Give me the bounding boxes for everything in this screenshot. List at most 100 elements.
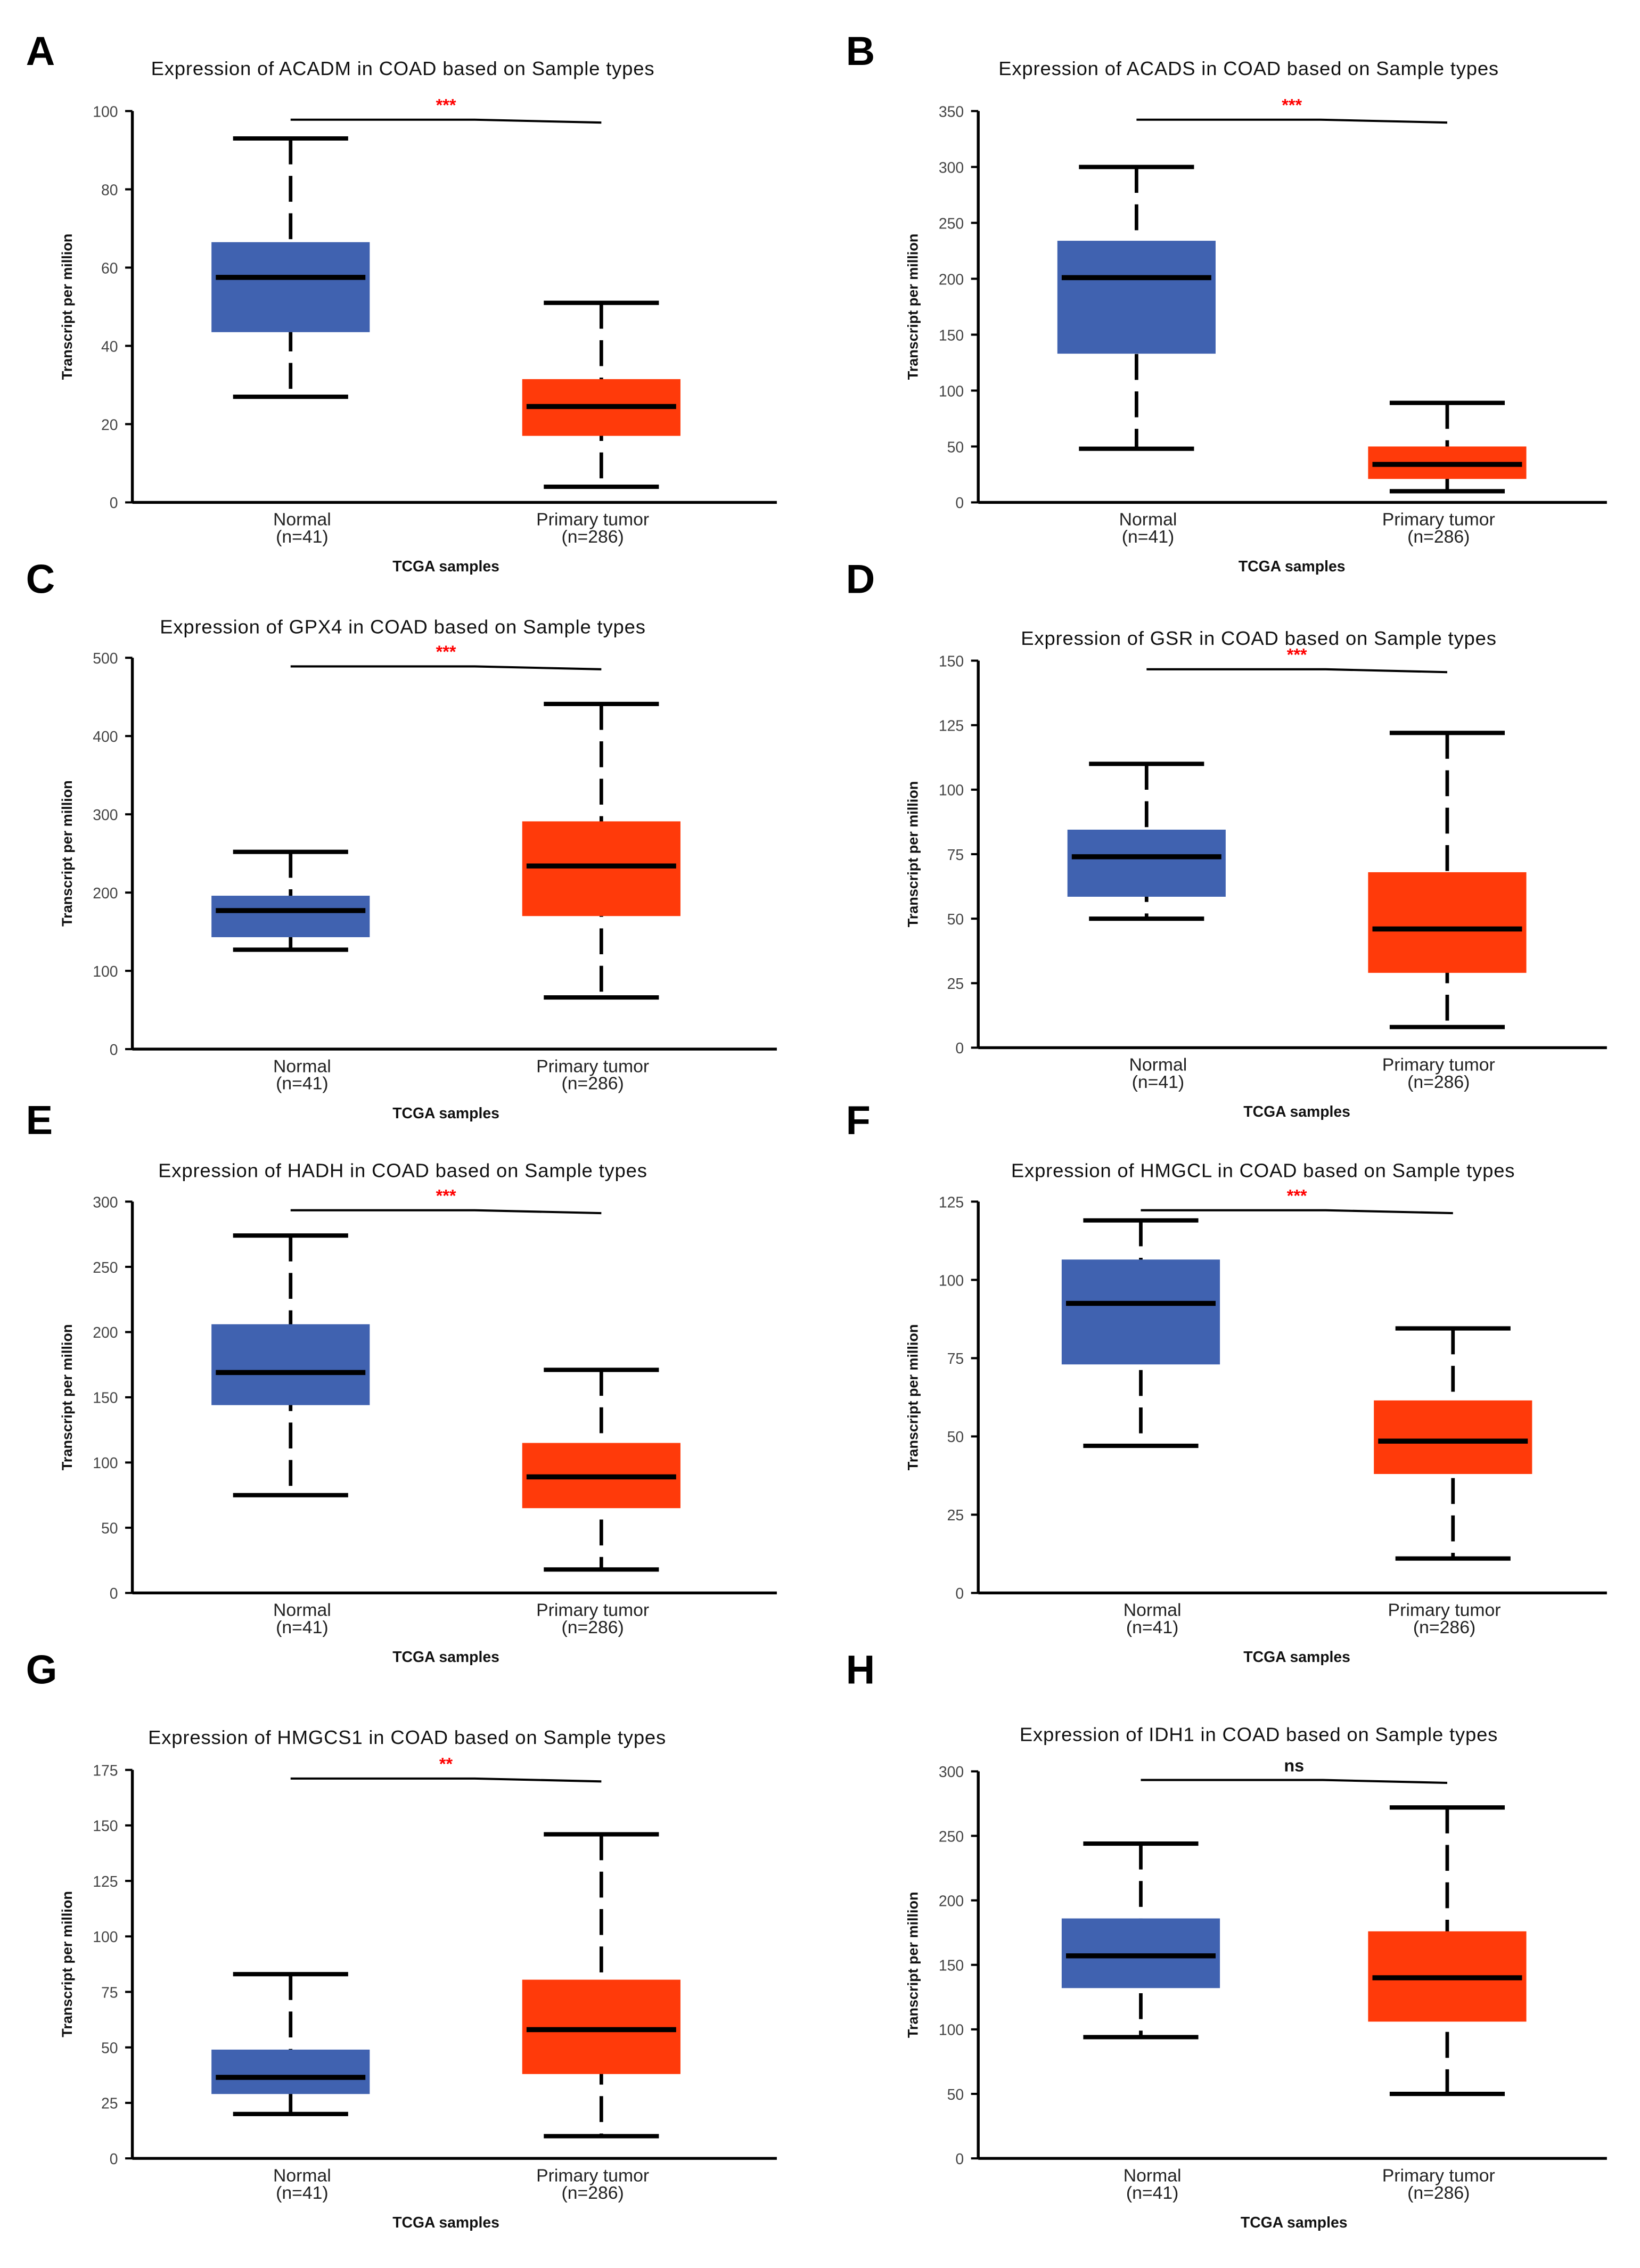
category-label: Primary tumor: [536, 1600, 649, 1620]
significance-label: ***: [1287, 645, 1307, 665]
y-axis-label: Transcript per million: [59, 1324, 75, 1471]
category-label: Primary tumor: [1382, 510, 1495, 530]
x-axis-label: TCGA samples: [392, 558, 499, 575]
category-label: Primary tumor: [536, 1056, 649, 1076]
category-n: (n=286): [561, 1074, 624, 1094]
significance-label: ***: [436, 1186, 456, 1205]
category-n: (n=41): [1132, 1072, 1185, 1092]
y-tick-label: 100: [93, 103, 118, 120]
y-tick-label: 25: [101, 2095, 118, 2113]
y-tick-label: 200: [93, 885, 118, 902]
y-tick-label: 100: [93, 1455, 118, 1472]
box-normal: [1067, 829, 1226, 897]
y-tick-label: 250: [939, 1828, 964, 1845]
category-n: (n=286): [561, 2183, 624, 2203]
y-tick-label: 300: [93, 1194, 118, 1211]
category-n: (n=41): [1126, 1617, 1179, 1637]
significance-bar: [1141, 1209, 1453, 1215]
y-tick-label: 50: [947, 1429, 964, 1446]
y-tick-label: 500: [93, 650, 118, 667]
y-tick-label: 20: [101, 416, 118, 433]
y-tick-label: 350: [939, 103, 964, 120]
y-axis-label: Transcript per million: [59, 234, 75, 380]
panel-letter: G: [26, 1648, 58, 1693]
category-n: (n=286): [1407, 1072, 1470, 1092]
category-n: (n=41): [276, 2183, 329, 2203]
y-tick-label: 150: [939, 653, 964, 670]
panel-letter: F: [846, 1099, 871, 1143]
y-tick-label: 50: [101, 1520, 118, 1537]
y-tick-label: 0: [110, 2151, 118, 2168]
y-tick-label: 0: [110, 495, 118, 512]
panel-c: C Expression of GPX4 in COAD based on Sam…: [26, 558, 777, 1122]
y-tick-label: 150: [939, 1958, 964, 1975]
y-tick-label: 125: [939, 1194, 964, 1211]
box-normal: [211, 896, 370, 937]
category-n: (n=41): [1126, 2183, 1179, 2203]
y-tick-label: 0: [955, 1040, 964, 1057]
y-tick-label: 150: [93, 1818, 118, 1835]
panel-letter: D: [846, 558, 875, 602]
y-tick-label: 200: [93, 1324, 118, 1341]
y-tick-label: 25: [947, 1507, 964, 1524]
y-axis-label: Transcript per million: [905, 1892, 921, 2038]
y-tick-label: 0: [955, 2151, 964, 2168]
box-normal: [211, 2049, 370, 2094]
y-tick-label: 125: [93, 1873, 118, 1890]
category-label: Normal: [1124, 1600, 1182, 1620]
y-axis-label: Transcript per million: [905, 234, 921, 380]
y-tick-label: 250: [93, 1259, 118, 1276]
panel-letter: A: [26, 29, 55, 74]
y-axis-label: Transcript per million: [59, 1891, 75, 2037]
significance-bar: [1146, 668, 1448, 674]
x-axis-label: TCGA samples: [1243, 1103, 1350, 1120]
category-n: (n=286): [1407, 2183, 1470, 2203]
y-tick-label: 200: [939, 1893, 964, 1910]
y-tick-label: 300: [93, 807, 118, 824]
box-normal: [1057, 241, 1216, 354]
panel-letter: H: [846, 1648, 875, 1693]
y-tick-label: 100: [939, 2022, 964, 2039]
y-tick-label: 0: [110, 1042, 118, 1059]
y-axis-label: Transcript per million: [905, 1324, 921, 1471]
y-tick-label: 100: [939, 383, 964, 400]
y-tick-label: 100: [939, 782, 964, 799]
chart-title: Expression of GPX4 in COAD based on Samp…: [160, 616, 646, 637]
y-tick-label: 50: [101, 2040, 118, 2057]
category-n: (n=286): [1407, 527, 1470, 547]
category-label: Primary tumor: [1382, 2165, 1495, 2185]
category-n: (n=286): [561, 527, 624, 547]
significance-bar: [290, 1209, 602, 1215]
y-tick-label: 250: [939, 215, 964, 232]
category-label: Normal: [273, 2165, 331, 2185]
y-tick-label: 200: [939, 271, 964, 288]
significance-bar: [1136, 118, 1448, 124]
y-tick-label: 75: [947, 1350, 964, 1368]
significance-bar: [290, 118, 602, 124]
y-tick-label: 75: [101, 1984, 118, 2001]
category-n: (n=41): [276, 1617, 329, 1637]
category-n: (n=286): [561, 1617, 624, 1637]
category-label: Primary tumor: [536, 510, 649, 530]
box-tumor: [1368, 872, 1527, 973]
category-label: Normal: [1119, 510, 1177, 530]
y-tick-label: 300: [939, 1764, 964, 1781]
category-n: (n=41): [1122, 527, 1175, 547]
chart-title: Expression of ACADM in COAD based on Sam…: [151, 58, 655, 79]
significance-label: ***: [436, 96, 456, 115]
panel-a: A Expression of ACADM in COAD based on Sa…: [26, 29, 777, 575]
box-normal: [1061, 1259, 1220, 1365]
panel-b: B Expression of ACADS in COAD based on Sa…: [846, 29, 1607, 575]
panel-f: F Expression of HMGCL in COAD based on Sa…: [846, 1099, 1607, 1666]
y-tick-label: 175: [93, 1762, 118, 1779]
category-label: Normal: [1124, 2165, 1182, 2185]
chart-title: Expression of IDH1 in COAD based on Samp…: [1020, 1724, 1498, 1746]
y-tick-label: 25: [947, 976, 964, 993]
y-tick-label: 150: [93, 1390, 118, 1407]
y-tick-label: 50: [947, 439, 964, 456]
y-tick-label: 50: [947, 2086, 964, 2103]
y-tick-label: 50: [947, 911, 964, 928]
panel-letter: E: [26, 1099, 53, 1143]
category-label: Normal: [273, 1600, 331, 1620]
y-tick-label: 150: [939, 327, 964, 344]
